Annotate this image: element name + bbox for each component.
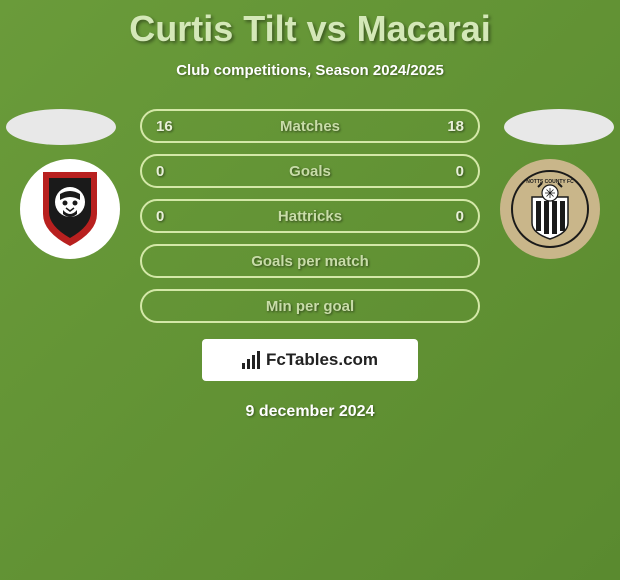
stat-right-value: 18 bbox=[438, 118, 464, 135]
stat-label: Goals per match bbox=[182, 253, 438, 270]
bar-chart-icon bbox=[242, 351, 260, 369]
stat-left-value: 16 bbox=[156, 118, 182, 135]
stat-right-value: 0 bbox=[438, 208, 464, 225]
club-badge-right: NOTTS COUNTY FC bbox=[500, 159, 600, 259]
page-title: Curtis Tilt vs Macarai bbox=[0, 0, 620, 50]
branding-text: FcTables.com bbox=[266, 350, 378, 370]
player-photo-left-placeholder bbox=[6, 109, 116, 145]
stat-row-min-per-goal: Min per goal bbox=[140, 289, 480, 323]
stat-rows-container: 16 Matches 18 0 Goals 0 0 Hattricks 0 Go… bbox=[140, 109, 480, 323]
date-text: 9 december 2024 bbox=[0, 403, 620, 421]
comparison-area: NOTTS COUNTY FC 16 Matches 18 0 Goals 0 … bbox=[0, 109, 620, 421]
salford-city-badge-icon bbox=[39, 170, 101, 248]
svg-text:NOTTS COUNTY FC: NOTTS COUNTY FC bbox=[526, 179, 574, 185]
stat-row-goals-per-match: Goals per match bbox=[140, 244, 480, 278]
stat-row-hattricks: 0 Hattricks 0 bbox=[140, 199, 480, 233]
stat-row-matches: 16 Matches 18 bbox=[140, 109, 480, 143]
branding-box[interactable]: FcTables.com bbox=[202, 339, 418, 381]
stat-left-value: 0 bbox=[156, 208, 182, 225]
page-subtitle: Club competitions, Season 2024/2025 bbox=[0, 62, 620, 79]
stat-right-value: 0 bbox=[438, 163, 464, 180]
stat-label: Min per goal bbox=[182, 298, 438, 315]
notts-county-badge-icon: NOTTS COUNTY FC bbox=[510, 169, 590, 249]
stat-left-value: 0 bbox=[156, 163, 182, 180]
stat-label: Matches bbox=[182, 118, 438, 135]
stat-label: Hattricks bbox=[182, 208, 438, 225]
club-badge-left bbox=[20, 159, 120, 259]
player-photo-right-placeholder bbox=[504, 109, 614, 145]
stat-label: Goals bbox=[182, 163, 438, 180]
stat-row-goals: 0 Goals 0 bbox=[140, 154, 480, 188]
